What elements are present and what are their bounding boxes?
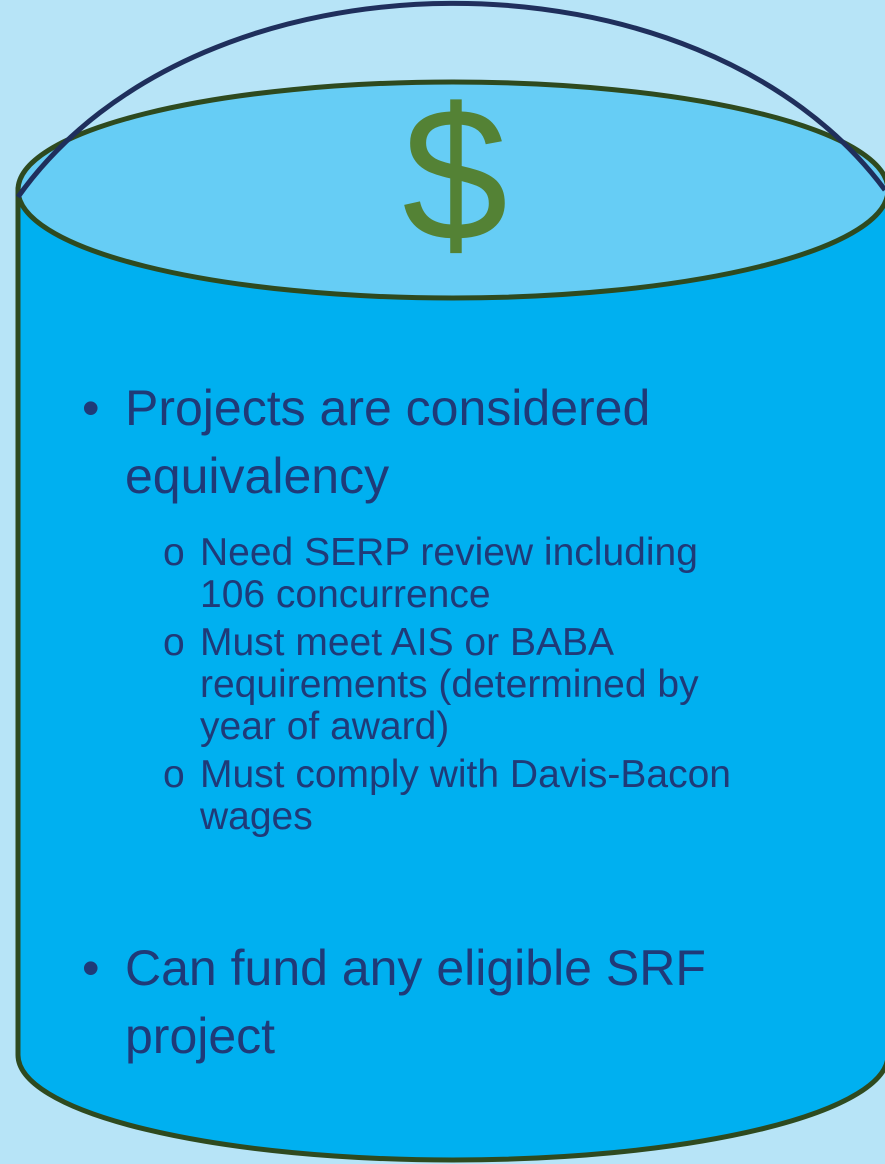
sub-text: 106 concurrence: [200, 573, 491, 616]
bullet-list: • Projects are considered equivalency o Need…: [82, 380, 731, 1064]
bullet-text: Projects are considered: [125, 380, 650, 436]
bullet-text: project: [125, 1008, 275, 1064]
bucket-top: [15, 79, 885, 301]
bullet-text: Can fund any eligible SRF: [125, 940, 706, 996]
bullet-text: equivalency: [125, 448, 389, 504]
bucket-body: [15, 187, 885, 1163]
sub-text: Need SERP review including: [200, 531, 698, 574]
sub-text: requirements (determined by: [200, 663, 699, 706]
sub-text: year of award): [200, 705, 449, 748]
bullet-marker: •: [82, 940, 100, 996]
bullet-marker: •: [82, 380, 100, 436]
bucket-handle: [15, 0, 885, 199]
sub-marker: o: [163, 753, 185, 796]
sub-text: wages: [199, 795, 313, 838]
sub-marker: o: [163, 621, 185, 664]
sub-marker: o: [163, 531, 185, 574]
sub-text: Must meet AIS or BABA: [200, 621, 614, 664]
sub-text: Must comply with Davis-Bacon: [200, 753, 731, 796]
dollar-sign: $: [402, 69, 508, 281]
